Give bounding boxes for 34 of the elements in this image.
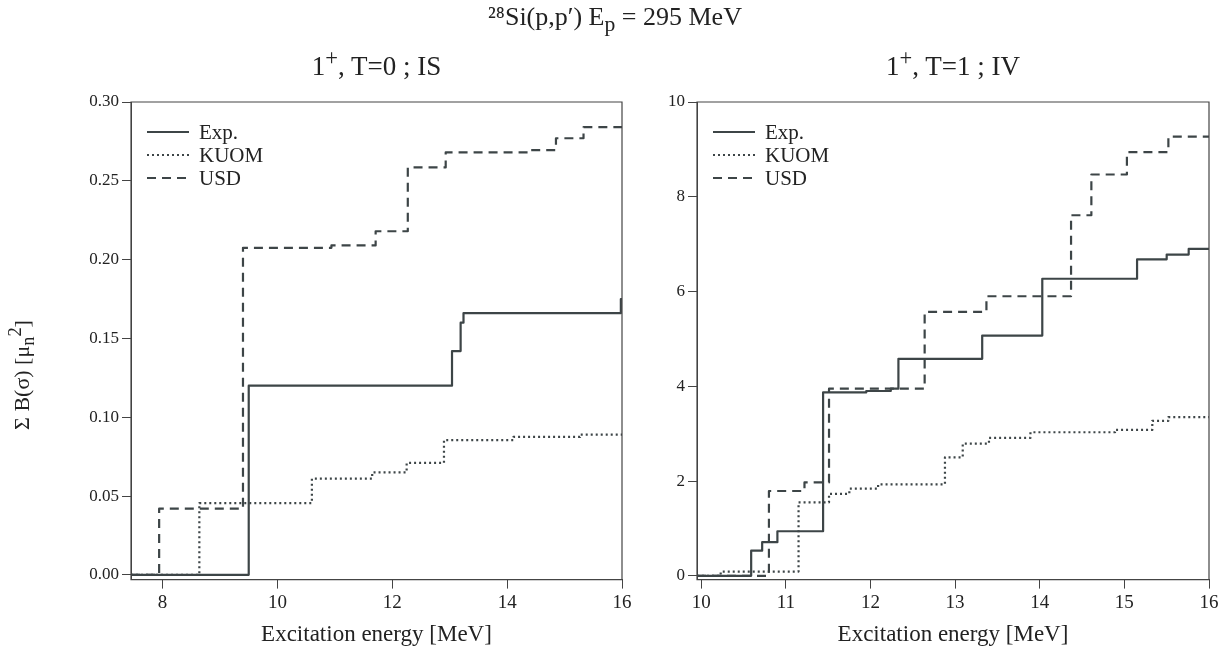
x-axis-title: Excitation energy [MeV] bbox=[261, 621, 492, 647]
x-tick-label: 15 bbox=[1114, 590, 1134, 612]
legend-label: USD bbox=[199, 165, 242, 190]
y-tick-label: 0.00 bbox=[89, 564, 119, 584]
x-tick-label: 14 bbox=[497, 590, 518, 612]
x-tick-label: 11 bbox=[776, 590, 796, 612]
legend-label: Exp. bbox=[199, 119, 239, 144]
text: ²⁸Si(p,p′) E$_{p}$ = 295 MeV bbox=[487, 2, 743, 38]
chart-title: 1$^{+}$, T=0 ; IS bbox=[310, 45, 443, 82]
y-tick-label: 0.10 bbox=[89, 406, 119, 426]
x-tick-label: 12 bbox=[382, 590, 402, 612]
x-tick-label: 14 bbox=[1030, 590, 1050, 612]
x-tick-label: 12 bbox=[860, 590, 880, 612]
x-tick-label: 16 bbox=[1199, 590, 1219, 612]
x-tick-label: 10 bbox=[267, 590, 287, 612]
y-tick-label: 6 bbox=[676, 280, 685, 300]
legend-label: Exp. bbox=[765, 119, 805, 144]
y-tick-label: 0.15 bbox=[89, 327, 119, 347]
y-tick-label: 8 bbox=[676, 186, 685, 206]
x-tick-label: 8 bbox=[157, 590, 168, 612]
y-tick-label: 0.25 bbox=[89, 170, 119, 190]
y-tick-label: 10 bbox=[668, 91, 685, 111]
y-tick-label: 2 bbox=[676, 470, 685, 490]
y-tick-label: 4 bbox=[676, 375, 686, 395]
x-tick-label: 10 bbox=[691, 590, 711, 612]
legend-label: USD bbox=[765, 165, 808, 190]
x-tick-label: 16 bbox=[612, 590, 632, 612]
y-tick-label: 0.20 bbox=[89, 249, 119, 269]
y-tick-label: 0 bbox=[676, 565, 685, 585]
chart-title: 1$^{+}$, T=1 ; IV bbox=[885, 45, 1021, 82]
y-tick-label: 0.05 bbox=[89, 485, 119, 505]
x-axis-title: Excitation energy [MeV] bbox=[837, 621, 1069, 647]
y-tick-label: 0.30 bbox=[89, 91, 119, 111]
x-tick-label: 13 bbox=[945, 590, 965, 612]
